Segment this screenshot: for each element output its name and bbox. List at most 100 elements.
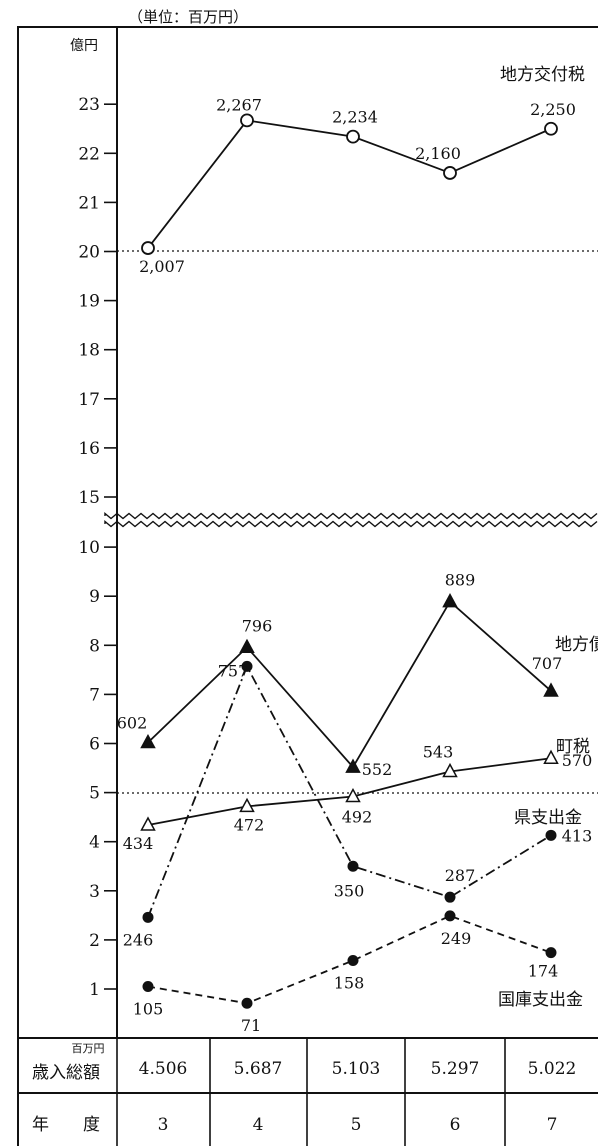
y-tick-label: 5: [89, 784, 100, 804]
chart-frame: [17, 26, 598, 1146]
series-name-label: 地方債: [555, 635, 598, 655]
data-point: [239, 797, 255, 813]
data-point: [544, 121, 558, 136]
y-tick-label: 20: [78, 243, 100, 263]
axis-break-line: [104, 512, 598, 520]
year-cell: 6: [450, 1115, 461, 1135]
y-tick-label: 4: [89, 833, 100, 853]
data-label: 757: [218, 661, 249, 680]
revenue-cell: 5.297: [431, 1059, 480, 1079]
data-point: [444, 910, 456, 922]
series-line: [147, 664, 552, 918]
data-label: 105: [133, 1000, 164, 1019]
series-name-label: 町税: [556, 737, 590, 757]
year-cell: 4: [253, 1115, 264, 1135]
data-point: [141, 241, 155, 255]
data-label: 71: [241, 1016, 261, 1035]
data-label: 889: [445, 571, 476, 590]
data-label: 413: [562, 826, 593, 845]
data-point: [443, 166, 457, 180]
data-label: 434: [123, 834, 154, 853]
data-label: 552: [362, 760, 393, 779]
series-line: [147, 600, 552, 769]
y-tick-label: 1: [89, 980, 100, 1000]
revenue-unit: 百万円: [72, 1042, 105, 1055]
data-point: [241, 997, 253, 1009]
data-label: 602: [117, 714, 148, 733]
data-point: [140, 733, 156, 749]
data-point: [345, 758, 361, 773]
data-point: [442, 593, 458, 608]
data-label: 246: [123, 930, 154, 949]
data-point: [347, 955, 359, 967]
y-tick-label: 10: [78, 538, 100, 558]
y-tick-label: 2: [89, 931, 100, 951]
data-point: [142, 911, 154, 923]
data-label: 249: [441, 929, 472, 948]
data-point: [345, 787, 361, 803]
data-label: 543: [423, 742, 454, 761]
data-point: [140, 816, 156, 831]
data-label: 492: [342, 808, 373, 827]
data-label: 472: [234, 815, 265, 834]
data-point: [347, 860, 359, 872]
year-cell: 3: [158, 1115, 169, 1135]
data-point: [442, 762, 458, 778]
data-point: [142, 981, 154, 993]
y-tick-label: 6: [89, 735, 100, 755]
revenue-cell: 5.022: [528, 1059, 577, 1079]
y-tick-label: 3: [89, 882, 100, 902]
data-label: 570: [562, 751, 593, 770]
data-point: [444, 891, 456, 903]
data-point: [346, 129, 360, 144]
revenue-cell: 4.506: [139, 1059, 188, 1079]
data-label: 158: [334, 974, 365, 993]
series-layer: 2,007 2,267 2,234 2,160 2,250 地方交付税 602 796 552 8…: [117, 65, 598, 1035]
y-tick-label: 19: [78, 292, 100, 312]
data-label: 2,250: [530, 100, 576, 119]
data-point: [545, 947, 557, 959]
data-label: 174: [528, 962, 559, 981]
y-tick-label: 17: [78, 390, 100, 410]
table-grid: [116, 1038, 506, 1146]
data-point: [241, 660, 253, 672]
data-label: 796: [242, 616, 273, 635]
y-tick-label: 7: [89, 685, 100, 705]
data-label: 287: [445, 866, 476, 885]
y-unit-label: 億円: [70, 38, 98, 54]
revenue-cell: 5.687: [234, 1059, 283, 1079]
series-name-label: 県支出金: [514, 808, 582, 828]
revenue-header: 歳入総額: [32, 1063, 100, 1083]
data-label: 2,160: [415, 144, 461, 163]
year-cell: 5: [351, 1115, 362, 1135]
y-tick-label: 8: [89, 636, 100, 656]
unit-label: （単位：百万円）: [128, 8, 248, 26]
data-label: 2,234: [332, 108, 378, 127]
y-tick-label: 23: [78, 95, 100, 115]
data-point: [543, 682, 559, 697]
y-tick-label: 15: [78, 488, 100, 508]
y-tick-label: 16: [78, 439, 100, 459]
data-point: [545, 829, 557, 841]
data-point: [543, 749, 559, 764]
year-cell: 7: [547, 1115, 558, 1135]
revenue-cell: 5.103: [332, 1059, 381, 1079]
data-label: 2,267: [216, 95, 262, 114]
y-tick-label: 9: [89, 587, 100, 607]
series-name-label: 国庫支出金: [498, 990, 583, 1010]
series-line: [147, 914, 552, 1005]
data-label: 707: [532, 654, 563, 673]
y-tick-label: 21: [78, 193, 100, 213]
data-point: [239, 638, 255, 654]
y-tick-label: 18: [78, 341, 100, 361]
data-point: [240, 113, 254, 128]
table-cells: 4.506 5.687 5.103 5.297 5.022 3 4 5 6 7: [139, 1059, 577, 1135]
data-label: 350: [334, 881, 365, 900]
data-label: 2,007: [139, 257, 185, 276]
y-tick-label: 22: [78, 144, 100, 164]
axis-break-line: [104, 520, 598, 528]
year-header: 年 度: [32, 1115, 100, 1135]
series-name-label: 地方交付税: [500, 65, 585, 85]
